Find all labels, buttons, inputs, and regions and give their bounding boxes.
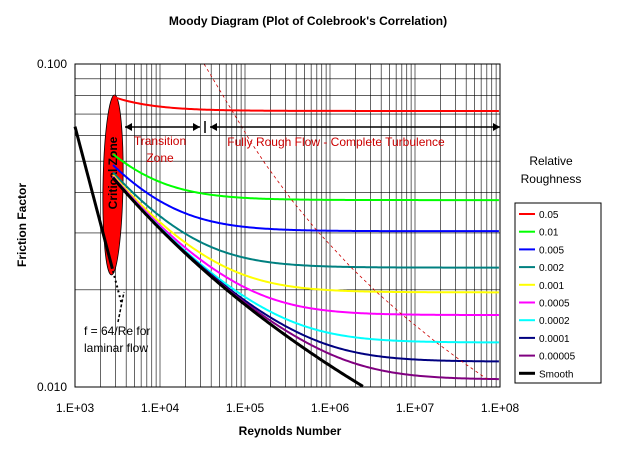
series-line-7 [112, 176, 499, 363]
legend-entry-6: 0.0002 [539, 316, 570, 327]
x-tick-labels: 1.E+03 1.E+04 1.E+05 1.E+06 1.E+07 1.E+08 [56, 401, 520, 415]
x-tick-label: 1.E+08 [481, 401, 520, 415]
legend-entry-7: 0.0001 [539, 334, 570, 345]
series-line-4 [112, 174, 499, 294]
legend: 0.05 0.01 0.005 0.002 0.001 0.0005 0.0002 0.000… [514, 202, 602, 384]
laminar-line [73, 126, 114, 270]
legend-box [514, 202, 602, 384]
y-tick-labels: 0.010 0.100 [37, 57, 67, 394]
plot-border [74, 63, 501, 388]
legend-title-line-1: Relative [529, 154, 573, 168]
x-tick-label: 1.E+05 [226, 401, 265, 415]
complete-turbulence-line [231, 110, 488, 380]
transition-label-line-1: Transition [134, 134, 186, 148]
fully-rough-label: Fully Rough Flow - Complete Turbulence [227, 135, 445, 149]
legend-entry-8: 0.00005 [539, 352, 576, 363]
x-axis-label: Reynolds Number [239, 424, 342, 438]
series-line-5 [112, 175, 499, 317]
complete-turbulence-line-top [203, 63, 233, 111]
legend-title-line-2: Roughness [521, 172, 582, 186]
series-line-0 [112, 95, 499, 112]
series-line-6 [112, 176, 499, 344]
critical-zone: Critical Zone [102, 94, 124, 276]
grid [74, 63, 501, 388]
x-tick-label: 1.E+04 [141, 401, 180, 415]
series-line-1 [112, 153, 499, 202]
series-lines [73, 63, 499, 388]
laminar-pointer [117, 291, 125, 323]
transition-label-line-2: Zone [146, 151, 174, 165]
fully-rough-arrow-head-right [493, 123, 500, 131]
laminar-line-extension [112, 270, 123, 304]
transition-arrow-head-right [193, 123, 200, 131]
x-tick-label: 1.E+06 [311, 401, 350, 415]
series-line-9 [111, 176, 364, 388]
laminar-label-line-2: laminar flow [84, 341, 148, 355]
transition-arrow-head-left [125, 123, 132, 131]
x-tick-label: 1.E+03 [56, 401, 95, 415]
x-tick-label: 1.E+07 [396, 401, 435, 415]
legend-entry-1: 0.01 [539, 228, 559, 239]
y-tick-label: 0.010 [37, 380, 67, 394]
series-line-3 [112, 171, 499, 269]
legend-entry-9: Smooth [539, 369, 573, 380]
y-axis-label: Friction Factor [15, 183, 29, 267]
laminar-label-line-1: f = 64/Re for [84, 324, 150, 338]
y-tick-label: 0.100 [37, 57, 67, 71]
chart-title: Moody Diagram (Plot of Colebrook's Corre… [169, 14, 447, 28]
legend-entry-5: 0.0005 [539, 299, 570, 310]
legend-entry-2: 0.005 [539, 245, 564, 256]
annotations: Transition Zone Fully Rough Flow - Complet… [84, 121, 500, 355]
legend-entry-3: 0.002 [539, 263, 564, 274]
series-line-2 [112, 164, 499, 233]
legend-entry-0: 0.05 [539, 210, 559, 221]
fully-rough-arrow-head-left [210, 123, 217, 131]
legend-entry-4: 0.001 [539, 281, 564, 292]
